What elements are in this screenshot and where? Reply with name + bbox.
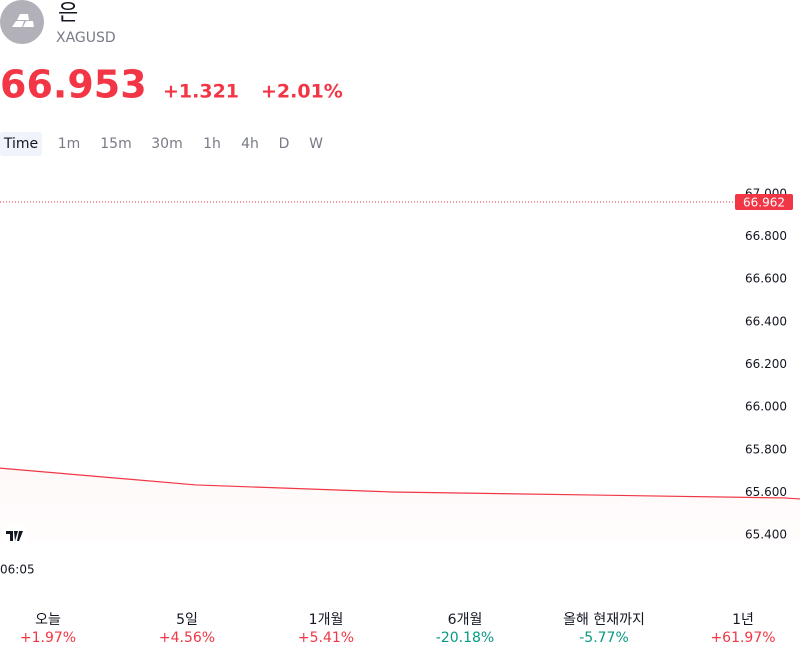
chart: 65.40065.60065.80066.00066.20066.40066.6… (0, 186, 800, 577)
y-tick-label: 65.800 (745, 442, 787, 456)
price-line (0, 467, 800, 500)
timeframe-button[interactable]: D (279, 136, 290, 152)
period-change[interactable]: +5.41% (298, 630, 354, 646)
timeframe-button[interactable]: 1m (58, 136, 81, 152)
last-price-tag (735, 194, 793, 211)
timeframe-button[interactable]: Time (3, 136, 38, 152)
tradingview-logo (1, 523, 27, 549)
timeframe-active-bg (0, 132, 42, 156)
period-change[interactable]: +4.56% (159, 630, 215, 646)
symbol-title: 은 (58, 1, 78, 26)
area (0, 468, 800, 546)
symbol-icon (0, 0, 44, 44)
timeframe-button[interactable]: 1h (203, 136, 221, 152)
timeframe-bar: Time 1m 15m 30m 1h 4h D W (0, 132, 323, 156)
period-label[interactable]: 6개월 (448, 612, 483, 628)
y-tick-label: 66.000 (745, 400, 787, 414)
period-label[interactable]: 1개월 (309, 612, 344, 628)
period-change[interactable]: -5.77% (579, 630, 629, 646)
x-tick-label: 06:05 (0, 563, 35, 577)
timeframe-button[interactable]: 4h (241, 136, 259, 152)
period-label[interactable]: 1년 (732, 612, 754, 628)
price: 66.953 (0, 63, 147, 107)
period-change[interactable]: -20.18% (436, 630, 494, 646)
timeframe-button[interactable]: W (309, 136, 323, 152)
y-tick-label: 66.600 (745, 272, 787, 286)
last-price-label: 66.962 (743, 196, 785, 210)
timeframe-button[interactable]: 15m (100, 136, 131, 152)
period-label[interactable]: 오늘 (35, 612, 61, 628)
y-tick-label: 66.200 (745, 357, 787, 371)
period-change[interactable]: +61.97% (710, 630, 775, 646)
period-label[interactable]: 올해 현재까지 (563, 612, 645, 628)
period-change[interactable]: +1.97% (20, 630, 76, 646)
timeframe-button[interactable]: 30m (151, 136, 182, 152)
symbol-code: XAGUSD (56, 30, 116, 46)
period-label[interactable]: 5일 (176, 612, 198, 628)
y-tick-label: 65.600 (745, 485, 787, 499)
price-change: +1.321 (163, 81, 239, 103)
price-change-percent: +2.01% (261, 81, 343, 103)
period-performance: 오늘 +1.97% 5일 +4.56% 1개월 +5.41% 6개월 -20.18% 올해 현재… (20, 612, 776, 646)
y-tick-label: 66.400 (745, 314, 787, 328)
y-tick-label: 66.800 (745, 229, 787, 243)
